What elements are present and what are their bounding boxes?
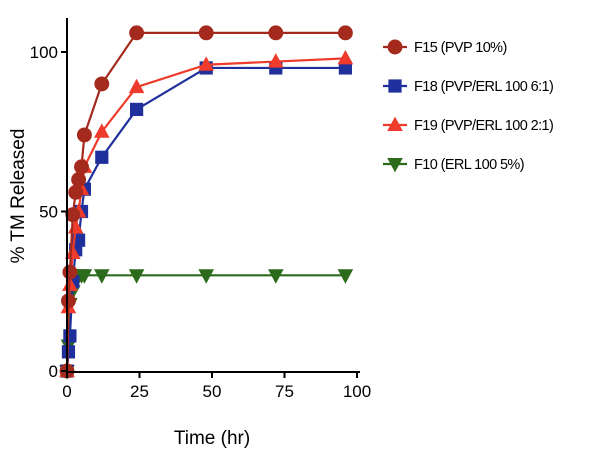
data-point bbox=[337, 25, 353, 41]
data-point bbox=[76, 269, 93, 284]
x-axis-ticks: 0 25 50 75 100 bbox=[62, 372, 371, 401]
data-point bbox=[74, 159, 89, 175]
data-point bbox=[71, 172, 87, 188]
data-point bbox=[62, 264, 78, 280]
series-1 bbox=[59, 25, 353, 379]
data-point bbox=[338, 61, 352, 75]
data-point bbox=[95, 150, 109, 164]
legend-marker bbox=[387, 158, 403, 173]
data-point bbox=[65, 244, 81, 259]
x-tick-label: 50 bbox=[203, 382, 222, 401]
series-line bbox=[65, 66, 346, 372]
y-tick-label: 0 bbox=[49, 362, 58, 381]
x-axis-title: Time (hr) bbox=[174, 428, 250, 449]
data-point bbox=[337, 269, 354, 284]
y-tick-label: 100 bbox=[30, 43, 58, 62]
data-point bbox=[130, 102, 144, 117]
data-point bbox=[128, 269, 145, 284]
y-axis-ticks: 0 50 100 bbox=[30, 43, 67, 381]
x-tick-label: 0 bbox=[62, 382, 71, 401]
legend-marker bbox=[388, 79, 402, 93]
x-tick-label: 75 bbox=[275, 382, 294, 401]
legend-label: F19 (PVP/ERL 100 2:1) bbox=[414, 118, 553, 134]
data-point bbox=[128, 78, 145, 94]
data-point bbox=[68, 184, 84, 200]
data-point bbox=[198, 25, 214, 41]
legend-label: F18 (PVP/ERL 100 6:1) bbox=[414, 79, 553, 95]
y-tick-label: 50 bbox=[39, 203, 58, 222]
legend: F15 (PVP 10%) F18 (PVP/ERL 100 6:1) F19 (P… bbox=[383, 39, 554, 173]
x-tick-label: 25 bbox=[130, 382, 149, 401]
data-point bbox=[129, 25, 145, 41]
legend-item: F18 (PVP/ERL 100 6:1) bbox=[383, 79, 554, 95]
data-point bbox=[268, 269, 284, 284]
legend-item: F10 (ERL 100 5%) bbox=[383, 157, 525, 173]
legend-marker bbox=[387, 39, 403, 55]
series-4 bbox=[59, 269, 354, 380]
data-point bbox=[94, 123, 110, 138]
data-point bbox=[61, 293, 76, 309]
data-point bbox=[94, 76, 110, 92]
series-3 bbox=[59, 49, 354, 377]
legend-label: F10 (ERL 100 5%) bbox=[414, 157, 524, 173]
data-point bbox=[63, 329, 77, 343]
legend-item: F19 (PVP/ERL 100 2:1) bbox=[383, 116, 554, 134]
data-point bbox=[268, 25, 284, 41]
data-point bbox=[94, 269, 110, 284]
series-line bbox=[65, 57, 346, 372]
data-point bbox=[198, 56, 214, 71]
legend-marker bbox=[387, 116, 403, 131]
plot-area bbox=[59, 25, 354, 380]
legend-item: F15 (PVP 10%) bbox=[383, 39, 507, 56]
data-point bbox=[76, 127, 92, 143]
data-point bbox=[268, 53, 284, 68]
data-point bbox=[337, 49, 354, 65]
series-line bbox=[65, 274, 346, 372]
legend-label: F15 (PVP 10%) bbox=[414, 40, 507, 56]
x-tick-label: 100 bbox=[343, 382, 371, 401]
data-point bbox=[198, 269, 214, 284]
y-axis-title: % TM Released bbox=[8, 129, 29, 264]
data-point bbox=[65, 207, 81, 223]
series-2 bbox=[60, 61, 352, 378]
